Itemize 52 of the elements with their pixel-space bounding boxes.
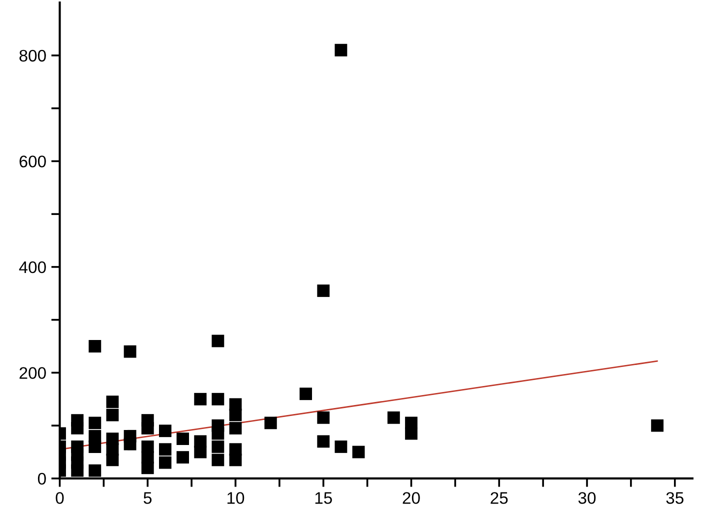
point [141, 422, 154, 434]
point [334, 440, 348, 453]
point [352, 446, 365, 458]
x-tick-label: 35 [666, 492, 684, 504]
point [229, 408, 242, 422]
point [651, 419, 664, 432]
point [158, 443, 172, 456]
point [387, 411, 400, 424]
y-tick-label: 800 [19, 50, 46, 62]
point [212, 427, 224, 440]
point [194, 392, 207, 406]
y-tick-label: 600 [20, 156, 46, 168]
x-tick-label: 30 [578, 492, 596, 504]
x-tick-label: 5 [144, 492, 152, 504]
point [229, 422, 242, 434]
point [212, 334, 224, 348]
x-tick-label: 0 [56, 492, 64, 504]
x-tick-label: 10 [228, 492, 244, 504]
point [264, 416, 277, 430]
x-tick-label: 20 [402, 492, 420, 504]
point [88, 416, 102, 430]
point [212, 392, 224, 406]
point [212, 454, 224, 466]
x-tick-label: 15 [315, 492, 332, 504]
point [124, 438, 136, 450]
point [317, 411, 330, 424]
point [71, 464, 84, 477]
point [194, 446, 207, 458]
point [141, 462, 154, 474]
point [71, 422, 84, 434]
x-tick-label: 25 [490, 492, 508, 504]
point [317, 435, 330, 448]
point [158, 424, 172, 438]
point [334, 44, 348, 56]
point [88, 440, 102, 453]
point [405, 427, 418, 440]
point [317, 284, 330, 297]
point [300, 388, 312, 400]
point [229, 454, 242, 466]
point [176, 451, 189, 464]
point [158, 456, 172, 469]
y-tick-label: 400 [19, 261, 46, 274]
point [88, 464, 102, 477]
point [106, 396, 119, 408]
y-tick-label: 0 [38, 472, 46, 485]
point [212, 440, 224, 453]
point [176, 432, 189, 446]
point [106, 454, 119, 466]
point [106, 408, 119, 422]
point [88, 340, 102, 352]
point [124, 345, 136, 358]
y-tick-label: 200 [20, 367, 46, 379]
